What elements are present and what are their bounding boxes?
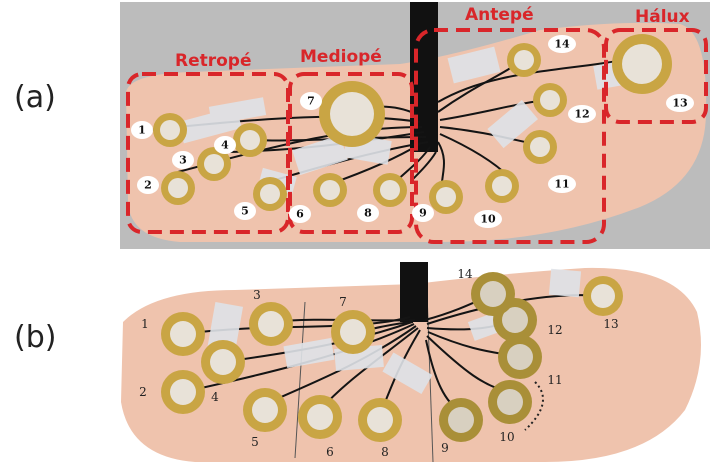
sensor-label-3: 3 xyxy=(179,154,187,167)
region-title-halux: Hálux xyxy=(635,7,690,27)
mark-12: 12 xyxy=(547,323,562,337)
mark-2: 2 xyxy=(139,385,147,399)
piezo-sensors xyxy=(153,34,672,214)
mark-14: 14 xyxy=(457,267,473,281)
sensor-label-9: 9 xyxy=(419,207,427,220)
sensor-label-5: 5 xyxy=(241,205,249,218)
sensor-b-1 xyxy=(161,312,205,356)
region-box-halux xyxy=(604,28,708,124)
sensor-label-11: 11 xyxy=(554,178,569,191)
sensor-3 xyxy=(197,147,231,181)
region-box-retrope xyxy=(126,72,290,234)
photo-panel-b: 1 2 3 4 5 6 7 8 9 10 11 12 13 14 xyxy=(115,262,710,468)
region-box-antepe xyxy=(414,28,606,244)
mark-11: 11 xyxy=(547,373,562,387)
mark-6: 6 xyxy=(326,445,334,459)
handwritten-marks: 1 2 3 4 5 6 7 8 9 10 11 12 13 14 xyxy=(139,267,618,459)
mark-3: 3 xyxy=(253,288,261,302)
mark-5: 5 xyxy=(251,435,259,449)
sensor-number-labels: 1 2 3 4 5 6 7 8 9 10 11 12 13 14 xyxy=(131,35,694,228)
sensor-14 xyxy=(507,43,541,77)
sensor-b-10 xyxy=(488,380,532,424)
panel-label-b: (b) xyxy=(14,320,57,355)
sensor-b-5 xyxy=(243,388,287,432)
sensor-label-6: 6 xyxy=(296,208,304,221)
sensor-b-9 xyxy=(439,398,483,442)
sensor-12 xyxy=(533,83,567,117)
sensor-8 xyxy=(373,173,407,207)
sensor-b-3 xyxy=(249,302,293,346)
mark-10: 10 xyxy=(499,430,514,444)
sensor-label-1: 1 xyxy=(138,124,146,137)
sensor-b-4 xyxy=(201,340,245,384)
mark-1: 1 xyxy=(141,317,149,331)
region-boxes xyxy=(126,28,708,244)
sensor-7 xyxy=(319,81,385,147)
sensor-11 xyxy=(523,130,557,164)
photo-panel-a: Retropé Mediopé Antepé Hálux 1 2 3 4 5 6… xyxy=(120,2,710,249)
sensor-label-10: 10 xyxy=(480,213,496,226)
sensor-b-14 xyxy=(471,272,515,316)
insole-photo-a: Retropé Mediopé Antepé Hálux 1 2 3 4 5 6… xyxy=(126,2,708,244)
piezo-sensors-b xyxy=(161,272,623,442)
sensor-label-13: 13 xyxy=(672,97,687,110)
sensor-10 xyxy=(485,169,519,203)
sensor-label-14: 14 xyxy=(554,38,570,51)
sensor-6 xyxy=(313,173,347,207)
sensor-label-8: 8 xyxy=(364,207,372,220)
mark-4: 4 xyxy=(211,390,219,404)
sensor-b-11 xyxy=(498,335,542,379)
sensor-2 xyxy=(161,171,195,205)
sensor-1 xyxy=(153,113,187,147)
region-title-mediope: Mediopé xyxy=(300,47,382,67)
insole-photo-b: 1 2 3 4 5 6 7 8 9 10 11 12 13 14 xyxy=(121,262,701,463)
panel-label-a: (a) xyxy=(14,80,56,115)
sensor-label-2: 2 xyxy=(144,179,152,192)
sensor-13 xyxy=(612,34,672,94)
sensor-b-8 xyxy=(358,398,402,442)
mark-7: 7 xyxy=(339,295,347,309)
sensor-4 xyxy=(233,123,267,157)
sensor-9 xyxy=(429,180,463,214)
sensor-b-6 xyxy=(298,395,342,439)
mark-8: 8 xyxy=(381,445,389,459)
sensor-b-13 xyxy=(583,276,623,316)
ribbon-cable-b xyxy=(400,262,428,322)
sensor-b-2 xyxy=(161,370,205,414)
sensor-b-7 xyxy=(331,310,375,354)
region-title-retrope: Retropé xyxy=(175,51,252,71)
sensor-5 xyxy=(253,177,287,211)
divider-line-1 xyxy=(294,301,306,459)
mark-13: 13 xyxy=(603,317,618,331)
region-box-mediope xyxy=(288,72,414,234)
mark-9: 9 xyxy=(441,441,449,455)
sensor-label-7: 7 xyxy=(307,95,315,108)
sensor-label-4: 4 xyxy=(221,139,229,152)
region-title-antepe: Antepé xyxy=(465,5,534,25)
sensor-label-12: 12 xyxy=(574,108,589,121)
